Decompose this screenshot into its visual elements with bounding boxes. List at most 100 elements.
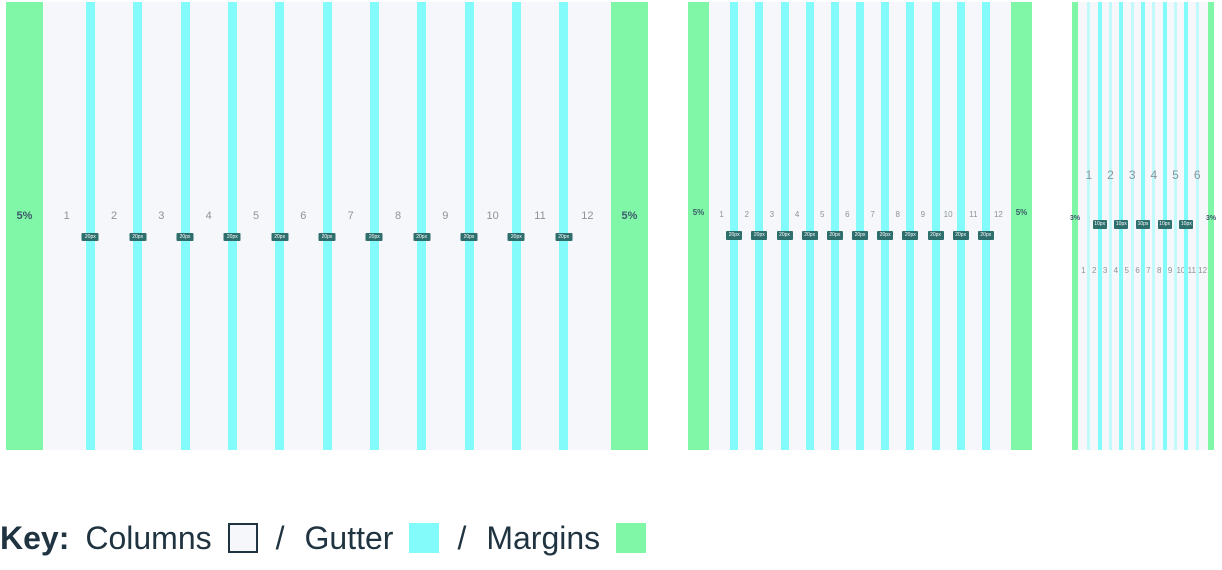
gutter	[981, 2, 990, 450]
sub-column-number: 3	[1102, 266, 1108, 275]
gutter	[830, 2, 839, 450]
column-number: 9	[920, 210, 926, 219]
legend-columns-label: Columns	[85, 519, 212, 556]
sub-column-number: 12	[1198, 266, 1208, 275]
gutter	[881, 2, 890, 450]
gutter	[133, 2, 143, 450]
gutter-size-tag: 20px	[776, 231, 793, 240]
gutter	[805, 2, 814, 450]
gutter	[755, 2, 764, 450]
gutter-size-tag: 20px	[977, 231, 994, 240]
column-number: 2	[110, 210, 118, 222]
sub-column-number: 11	[1187, 266, 1196, 275]
gutter	[511, 2, 521, 450]
column-number: 6	[300, 210, 307, 222]
column-number: 11	[534, 210, 546, 222]
legend-title: Key:	[0, 519, 70, 556]
grid-12-column-large: 20px 20px 20px 20px 20px 20px 20px 20px 20px 20px…	[6, 2, 648, 450]
sub-gutter	[1130, 2, 1134, 450]
gutter-size-tag: 10px	[1179, 220, 1194, 229]
gutter	[931, 2, 940, 450]
gutter	[85, 2, 95, 450]
gutter	[227, 2, 237, 450]
gutter	[369, 2, 379, 450]
column-number: 8	[895, 210, 900, 219]
column-number: 4	[794, 210, 800, 219]
column-number: 9	[442, 210, 449, 222]
gutter-size-tag: 20px	[81, 233, 99, 241]
legend-columns-swatch	[227, 523, 258, 553]
legend-separator: /	[457, 519, 467, 556]
column-number: 7	[347, 210, 354, 222]
gutter-size-tag: 20px	[271, 233, 289, 241]
gutter-size-tag: 10px	[1114, 220, 1129, 229]
gutter	[180, 2, 190, 450]
sub-column-number: 8	[1157, 266, 1162, 275]
gutter-size-tag: 20px	[555, 233, 573, 241]
column-number: 6	[1193, 168, 1201, 182]
margin-size-label: 3%	[1069, 215, 1081, 222]
column-number: 3	[158, 210, 165, 222]
gutter	[464, 2, 474, 450]
margin-right	[611, 2, 648, 450]
gutter-size-tag: 10px	[1157, 220, 1172, 229]
margin-left	[6, 2, 43, 450]
sub-column-number: 10	[1176, 266, 1186, 275]
column-number: 10	[486, 210, 499, 222]
sub-column-number: 6	[1135, 266, 1140, 275]
gutter-size-tag: 20px	[826, 231, 843, 240]
legend-gutter-swatch	[409, 523, 440, 553]
sub-gutter	[1109, 2, 1112, 450]
gutter	[559, 2, 569, 450]
column-number: 8	[394, 210, 402, 222]
gutter	[417, 2, 427, 450]
sub-column-number: 5	[1124, 266, 1129, 275]
gutter-size-tag: 20px	[927, 231, 944, 240]
gutter-size-tag: 20px	[801, 231, 818, 240]
gutter-size-tag: 20px	[852, 231, 868, 240]
column-number: 5	[820, 210, 825, 219]
column-number: 5	[1172, 168, 1179, 182]
gutter-size-tag: 20px	[507, 233, 525, 241]
gutter-size-tag: 20px	[365, 233, 383, 241]
margin-left	[1072, 2, 1078, 450]
gutter	[275, 2, 285, 450]
margin-size-label: 5%	[692, 208, 705, 217]
gutter	[956, 2, 965, 450]
gutter	[730, 2, 739, 450]
margin-size-label: 5%	[621, 210, 638, 222]
column-number: 12	[993, 210, 1003, 219]
column-number: 6	[845, 210, 850, 219]
grid-6-column-small: 1 2 3 4 5 6 7 8 9 10 11 12 10px 10px 10px 10px 10px 1 2 3 4 5…	[1069, 2, 1217, 450]
margin-right	[1011, 2, 1032, 450]
margin-size-label: 3%	[1205, 215, 1217, 222]
column-number: 2	[744, 210, 749, 219]
margin-left	[688, 2, 709, 450]
gutter-size-tag: 10px	[1136, 220, 1150, 229]
gutter-size-tag: 20px	[129, 233, 147, 241]
legend: Key: Columns / Gutter / Margins	[0, 518, 664, 558]
sub-column-number: 9	[1167, 266, 1173, 275]
column-number: 1	[63, 210, 70, 222]
gutter-size-tag: 20px	[318, 233, 336, 241]
column-number: 4	[1150, 168, 1158, 182]
legend-margins-label: Margins	[486, 519, 601, 556]
margin-right	[1208, 2, 1214, 450]
sub-column-number: 1	[1081, 266, 1086, 275]
gutter-size-tag: 20px	[223, 233, 241, 241]
gutter	[322, 2, 332, 450]
gutter-size-tag: 10px	[1092, 220, 1107, 229]
gutter-size-tag: 20px	[413, 233, 431, 241]
sub-column-number: 4	[1113, 266, 1119, 275]
margin-size-label: 5%	[16, 210, 33, 222]
gutter-size-tag: 20px	[902, 231, 919, 240]
sub-gutter	[1152, 2, 1156, 450]
gutter	[780, 2, 789, 450]
column-number: 1	[719, 210, 724, 219]
gutter-size-tag: 20px	[176, 233, 194, 241]
column-number: 7	[870, 210, 875, 219]
legend-margins-swatch	[616, 523, 647, 553]
sub-column-number: 2	[1092, 266, 1097, 275]
column-number: 5	[252, 210, 260, 222]
column-number: 4	[205, 210, 212, 222]
